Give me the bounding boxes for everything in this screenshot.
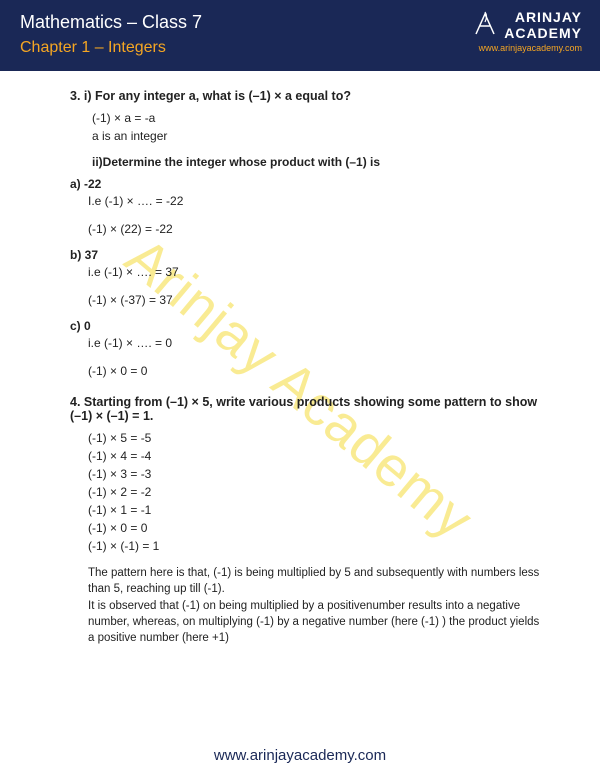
q3-title: 3. i) For any integer a, what is (–1) × …	[70, 89, 540, 103]
q3-line2: a is an integer	[92, 127, 540, 145]
brand-logo: ARINJAY ACADEMY www.arinjayacademy.com	[474, 10, 582, 53]
brand-line1: ARINJAY	[515, 9, 582, 25]
q3c-l1: i.e (-1) × …. = 0	[88, 333, 540, 353]
brand-line2: ACADEMY	[504, 25, 582, 41]
q3c-answer: i.e (-1) × …. = 0 (-1) × 0 = 0	[88, 333, 540, 382]
q4-line: (-1) × 0 = 0	[88, 519, 540, 537]
q4-line: (-1) × 5 = -5	[88, 429, 540, 447]
q3a-label: a) -22	[70, 177, 540, 191]
footer-url: www.arinjayacademy.com	[0, 747, 600, 764]
q4-explain2: It is observed that (-1) on being multip…	[88, 598, 540, 646]
page-header: Mathematics – Class 7 Chapter 1 – Intege…	[0, 0, 600, 71]
q4-explanation: The pattern here is that, (-1) is being …	[88, 565, 540, 645]
q3c-l2: (-1) × 0 = 0	[88, 361, 540, 381]
q3-answer: (-1) × a = -a a is an integer	[92, 109, 540, 145]
brand-text: ARINJAY ACADEMY	[504, 10, 582, 41]
q4-line: (-1) × 4 = -4	[88, 447, 540, 465]
q3a-answer: I.e (-1) × …. = -22 (-1) × (22) = -22	[88, 191, 540, 240]
q4-line: (-1) × 2 = -2	[88, 483, 540, 501]
q3b-l2: (-1) × (-37) = 37	[88, 290, 540, 310]
q3b-answer: i.e (-1) × …. = 37 (-1) × (-37) = 37	[88, 262, 540, 311]
q3-sub-ii: ii)Determine the integer whose product w…	[92, 155, 540, 169]
q3-line1: (-1) × a = -a	[92, 109, 540, 127]
q4-pattern: (-1) × 5 = -5 (-1) × 4 = -4 (-1) × 3 = -…	[88, 429, 540, 555]
q3b-label: b) 37	[70, 248, 540, 262]
q4-line: (-1) × (-1) = 1	[88, 537, 540, 555]
q3c-label: c) 0	[70, 319, 540, 333]
q4-line: (-1) × 3 = -3	[88, 465, 540, 483]
q3a-l2: (-1) × (22) = -22	[88, 219, 540, 239]
q3a-l1: I.e (-1) × …. = -22	[88, 191, 540, 211]
brand-url: www.arinjayacademy.com	[474, 43, 582, 53]
logo-icon	[474, 10, 496, 41]
q4-line: (-1) × 1 = -1	[88, 501, 540, 519]
q4-title: 4. Starting from (–1) × 5, write various…	[70, 395, 540, 423]
page-content: 3. i) For any integer a, what is (–1) × …	[0, 71, 600, 656]
q4-explain1: The pattern here is that, (-1) is being …	[88, 565, 540, 597]
q3b-l1: i.e (-1) × …. = 37	[88, 262, 540, 282]
